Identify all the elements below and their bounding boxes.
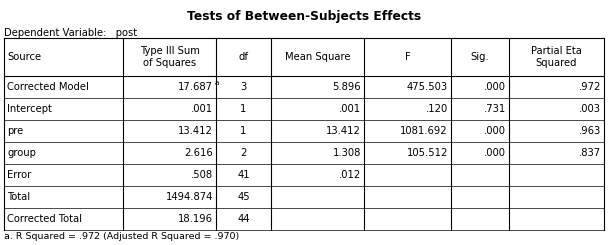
Text: Source: Source bbox=[7, 52, 41, 62]
Text: 45: 45 bbox=[237, 192, 250, 202]
Text: df: df bbox=[238, 52, 249, 62]
Text: .837: .837 bbox=[579, 148, 601, 158]
Text: .508: .508 bbox=[191, 170, 213, 180]
Text: Partial Eta
Squared: Partial Eta Squared bbox=[531, 46, 582, 68]
Text: 1.308: 1.308 bbox=[333, 148, 361, 158]
Text: 41: 41 bbox=[237, 170, 250, 180]
Text: 1081.692: 1081.692 bbox=[400, 126, 448, 136]
Text: a: a bbox=[215, 80, 219, 86]
Text: .000: .000 bbox=[484, 126, 506, 136]
Text: .012: .012 bbox=[339, 170, 361, 180]
Text: 3: 3 bbox=[240, 82, 247, 92]
Text: F: F bbox=[405, 52, 410, 62]
Text: 13.412: 13.412 bbox=[326, 126, 361, 136]
Text: Error: Error bbox=[7, 170, 31, 180]
Text: pre: pre bbox=[7, 126, 23, 136]
Text: Sig.: Sig. bbox=[471, 52, 489, 62]
Text: 105.512: 105.512 bbox=[407, 148, 448, 158]
Text: Corrected Model: Corrected Model bbox=[7, 82, 89, 92]
Text: Total: Total bbox=[7, 192, 30, 202]
Text: 2: 2 bbox=[240, 148, 247, 158]
Text: 1: 1 bbox=[240, 126, 247, 136]
Text: .972: .972 bbox=[579, 82, 601, 92]
Text: Corrected Total: Corrected Total bbox=[7, 214, 82, 224]
Text: .003: .003 bbox=[579, 104, 601, 114]
Text: group: group bbox=[7, 148, 36, 158]
Text: 13.412: 13.412 bbox=[178, 126, 213, 136]
Text: a. R Squared = .972 (Adjusted R Squared = .970): a. R Squared = .972 (Adjusted R Squared … bbox=[4, 232, 240, 241]
Text: 5.896: 5.896 bbox=[333, 82, 361, 92]
Text: Mean Square: Mean Square bbox=[285, 52, 350, 62]
Text: .001: .001 bbox=[339, 104, 361, 114]
Text: 475.503: 475.503 bbox=[407, 82, 448, 92]
Text: .120: .120 bbox=[426, 104, 448, 114]
Text: .731: .731 bbox=[483, 104, 506, 114]
Text: Intercept: Intercept bbox=[7, 104, 52, 114]
Text: .000: .000 bbox=[484, 82, 506, 92]
Text: 17.687: 17.687 bbox=[178, 82, 213, 92]
Text: .001: .001 bbox=[191, 104, 213, 114]
Text: 18.196: 18.196 bbox=[178, 214, 213, 224]
Text: 1: 1 bbox=[240, 104, 247, 114]
Text: 2.616: 2.616 bbox=[184, 148, 213, 158]
Text: 44: 44 bbox=[237, 214, 250, 224]
Text: 1494.874: 1494.874 bbox=[166, 192, 213, 202]
Text: .000: .000 bbox=[484, 148, 506, 158]
Text: .963: .963 bbox=[579, 126, 601, 136]
Text: Type III Sum
of Squares: Type III Sum of Squares bbox=[140, 46, 199, 68]
Text: Tests of Between-Subjects Effects: Tests of Between-Subjects Effects bbox=[187, 10, 421, 23]
Text: Dependent Variable:   post: Dependent Variable: post bbox=[4, 28, 137, 38]
